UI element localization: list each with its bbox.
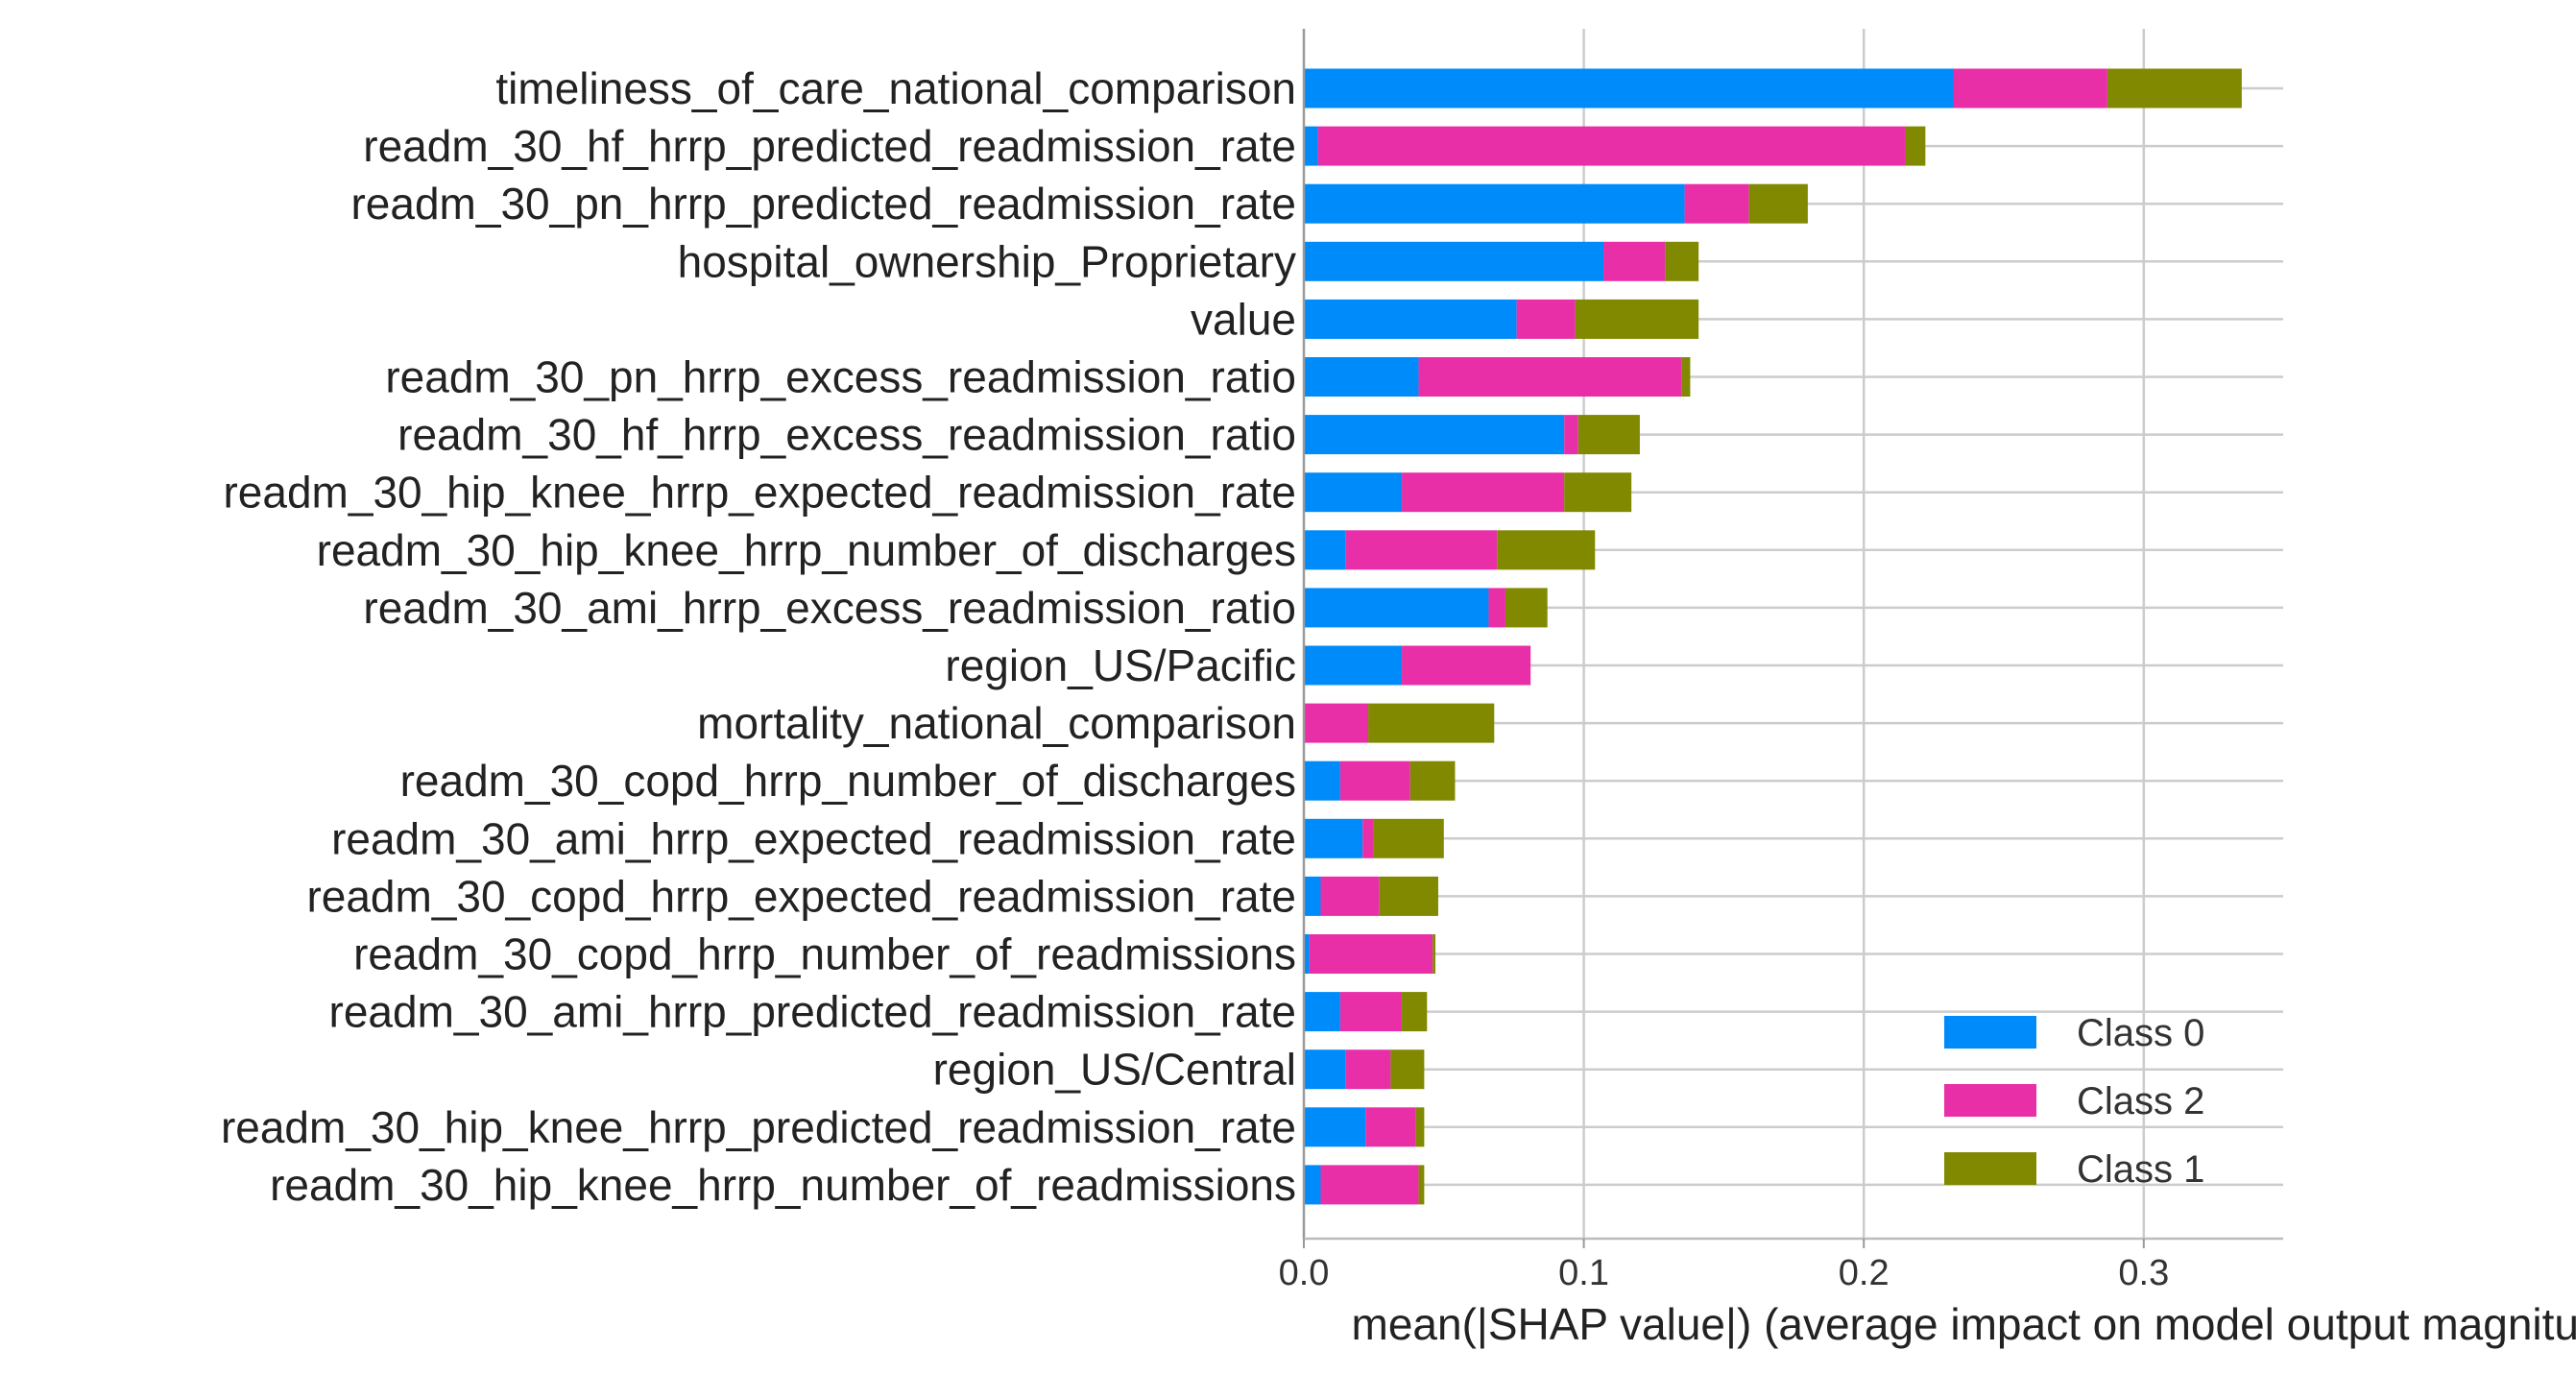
feature-label-readm-30-pn-hrrp-predicted-readmission-rate: readm_30_pn_hrrp_predicted_readmission_r… <box>350 179 1296 229</box>
feature-label-readm-30-ami-hrrp-predicted-readmission-rate: readm_30_ami_hrrp_predicted_readmission_… <box>329 987 1296 1037</box>
bar-class-2-readm-30-hip-knee-hrrp-predicted-readmission-rate <box>1365 1107 1416 1147</box>
x-axis-title: mean(|SHAP value|) (average impact on mo… <box>1352 1299 2576 1349</box>
bar-class-2-readm-30-ami-hrrp-predicted-readmission-rate <box>1339 992 1403 1032</box>
bar-class-0-readm-30-hf-hrrp-excess-readmission-ratio <box>1304 415 1565 455</box>
legend-swatch-class-2 <box>1944 1084 2036 1117</box>
x-tick-label-0: 0.0 <box>1279 1253 1330 1293</box>
feature-label-region-us-pacific: region_US/Pacific <box>945 640 1296 690</box>
bar-class-2-readm-30-pn-hrrp-predicted-readmission-rate <box>1684 183 1749 224</box>
bar-class-2-readm-30-ami-hrrp-expected-readmission-rate <box>1362 818 1374 858</box>
bar-class-0-readm-30-hip-knee-hrrp-number-of-readmissions <box>1304 1165 1321 1205</box>
feature-label-readm-30-copd-hrrp-expected-readmission-rate: readm_30_copd_hrrp_expected_readmission_… <box>306 871 1296 921</box>
bar-class-0-readm-30-ami-hrrp-predicted-readmission-rate <box>1304 992 1340 1032</box>
bar-class-2-value <box>1516 299 1576 339</box>
bar-class-1-readm-30-hip-knee-hrrp-number-of-discharges <box>1497 530 1596 570</box>
bar-class-1-readm-30-pn-hrrp-predicted-readmission-rate <box>1748 183 1808 224</box>
bar-class-0-readm-30-copd-hrrp-number-of-readmissions <box>1304 934 1310 974</box>
bar-class-1-readm-30-copd-hrrp-expected-readmission-rate <box>1379 876 1438 916</box>
feature-label-readm-30-ami-hrrp-excess-readmission-ratio: readm_30_ami_hrrp_excess_readmission_rat… <box>363 583 1296 633</box>
bar-class-2-region-us-central <box>1345 1049 1391 1090</box>
feature-label-timeliness-of-care-national-comparison: timeliness_of_care_national_comparison <box>495 63 1296 113</box>
bar-class-0-readm-30-ami-hrrp-excess-readmission-ratio <box>1304 588 1489 628</box>
feature-label-readm-30-hip-knee-hrrp-number-of-discharges: readm_30_hip_knee_hrrp_number_of_dischar… <box>317 525 1296 575</box>
bar-class-2-readm-30-hip-knee-hrrp-number-of-readmissions <box>1320 1165 1419 1205</box>
legend-label-class-1: Class 1 <box>2077 1148 2204 1191</box>
feature-label-readm-30-hip-knee-hrrp-number-of-readmissions: readm_30_hip_knee_hrrp_number_of_readmis… <box>270 1160 1296 1210</box>
feature-label-readm-30-hip-knee-hrrp-predicted-readmission-rate: readm_30_hip_knee_hrrp_predicted_readmis… <box>221 1102 1296 1152</box>
bar-class-0-region-us-central <box>1304 1049 1346 1090</box>
feature-label-readm-30-copd-hrrp-number-of-readmissions: readm_30_copd_hrrp_number_of_readmission… <box>353 929 1296 979</box>
bar-class-1-value <box>1575 299 1699 339</box>
bar-class-2-mortality-national-comparison <box>1304 703 1369 743</box>
bar-class-1-timeliness-of-care-national-comparison <box>2107 68 2242 109</box>
feature-labels-layer: timeliness_of_care_national_comparisonre… <box>221 63 1296 1210</box>
bar-class-0-readm-30-pn-hrrp-predicted-readmission-rate <box>1304 183 1685 224</box>
bar-class-1-readm-30-ami-hrrp-excess-readmission-ratio <box>1505 588 1548 628</box>
legend: Class 0 Class 2 Class 1 <box>1944 1012 2204 1191</box>
bar-class-0-readm-30-hf-hrrp-predicted-readmission-rate <box>1304 126 1318 166</box>
bar-class-2-readm-30-copd-hrrp-number-of-discharges <box>1339 760 1410 801</box>
bar-class-2-readm-30-hip-knee-hrrp-number-of-discharges <box>1345 530 1498 570</box>
bar-class-2-readm-30-hf-hrrp-predicted-readmission-rate <box>1317 126 1906 166</box>
bar-class-1-readm-30-hf-hrrp-excess-readmission-ratio <box>1577 415 1640 455</box>
bar-class-2-readm-30-hip-knee-hrrp-expected-readmission-rate <box>1402 472 1565 513</box>
bar-class-1-readm-30-copd-hrrp-number-of-discharges <box>1409 760 1456 801</box>
feature-label-mortality-national-comparison: mortality_national_comparison <box>697 698 1296 748</box>
x-tick-label-3: 0.3 <box>2118 1253 2169 1293</box>
bar-class-0-readm-30-pn-hrrp-excess-readmission-ratio <box>1304 357 1419 397</box>
bar-class-1-region-us-central <box>1390 1049 1425 1090</box>
feature-label-readm-30-ami-hrrp-expected-readmission-rate: readm_30_ami_hrrp_expected_readmission_r… <box>331 813 1296 863</box>
bar-class-0-value <box>1304 299 1517 339</box>
bar-class-2-readm-30-copd-hrrp-expected-readmission-rate <box>1320 876 1380 916</box>
bar-class-1-readm-30-hip-knee-hrrp-number-of-readmissions <box>1418 1165 1425 1205</box>
feature-label-value: value <box>1191 294 1296 344</box>
bar-class-2-timeliness-of-care-national-comparison <box>1953 68 2107 109</box>
bars-layer <box>1304 68 2242 1205</box>
bar-class-0-readm-30-hip-knee-hrrp-expected-readmission-rate <box>1304 472 1403 513</box>
bar-class-0-hospital-ownership-proprietary <box>1304 241 1604 281</box>
x-axis: 0.0 0.1 0.2 0.3 <box>1279 29 2283 1293</box>
bar-class-0-readm-30-hip-knee-hrrp-predicted-readmission-rate <box>1304 1107 1366 1147</box>
x-tick-label-1: 0.1 <box>1558 1253 1609 1293</box>
bar-class-1-readm-30-hip-knee-hrrp-predicted-readmission-rate <box>1415 1107 1425 1147</box>
feature-label-hospital-ownership-proprietary: hospital_ownership_Proprietary <box>678 236 1296 286</box>
bar-class-1-hospital-ownership-proprietary <box>1665 241 1699 281</box>
bar-class-0-region-us-pacific <box>1304 645 1403 686</box>
feature-label-readm-30-pn-hrrp-excess-readmission-ratio: readm_30_pn_hrrp_excess_readmission_rati… <box>385 352 1296 402</box>
bar-class-2-region-us-pacific <box>1402 645 1531 686</box>
legend-swatch-class-1 <box>1944 1152 2036 1185</box>
bar-class-2-readm-30-copd-hrrp-number-of-readmissions <box>1309 934 1433 974</box>
bar-class-1-mortality-national-comparison <box>1368 703 1495 743</box>
bar-class-1-readm-30-hf-hrrp-predicted-readmission-rate <box>1905 126 1926 166</box>
legend-label-class-2: Class 2 <box>2077 1080 2204 1122</box>
bar-class-1-readm-30-ami-hrrp-expected-readmission-rate <box>1373 818 1444 858</box>
legend-label-class-0: Class 0 <box>2077 1012 2204 1054</box>
bar-class-0-readm-30-hip-knee-hrrp-number-of-discharges <box>1304 530 1346 570</box>
bar-class-0-readm-30-copd-hrrp-expected-readmission-rate <box>1304 876 1321 916</box>
bar-class-1-readm-30-copd-hrrp-number-of-readmissions <box>1432 934 1436 974</box>
bar-class-2-hospital-ownership-proprietary <box>1603 241 1666 281</box>
bar-class-1-readm-30-ami-hrrp-predicted-readmission-rate <box>1402 992 1428 1032</box>
bar-class-2-readm-30-ami-hrrp-excess-readmission-ratio <box>1488 588 1505 628</box>
bar-class-1-readm-30-pn-hrrp-excess-readmission-ratio <box>1681 357 1691 397</box>
legend-swatch-class-0 <box>1944 1016 2036 1049</box>
bar-class-0-timeliness-of-care-national-comparison <box>1304 68 1954 109</box>
bar-class-1-readm-30-hip-knee-hrrp-expected-readmission-rate <box>1564 472 1632 513</box>
bar-class-2-readm-30-hf-hrrp-excess-readmission-ratio <box>1564 415 1578 455</box>
bar-class-0-readm-30-ami-hrrp-expected-readmission-rate <box>1304 818 1363 858</box>
x-tick-label-2: 0.2 <box>1839 1253 1890 1293</box>
feature-label-readm-30-hip-knee-hrrp-expected-readmission-rate: readm_30_hip_knee_hrrp_expected_readmiss… <box>223 468 1296 518</box>
feature-label-readm-30-hf-hrrp-excess-readmission-ratio: readm_30_hf_hrrp_excess_readmission_rati… <box>397 410 1296 460</box>
feature-label-readm-30-hf-hrrp-predicted-readmission-rate: readm_30_hf_hrrp_predicted_readmission_r… <box>363 121 1296 171</box>
bar-class-0-readm-30-copd-hrrp-number-of-discharges <box>1304 760 1340 801</box>
bar-class-2-readm-30-pn-hrrp-excess-readmission-ratio <box>1418 357 1682 397</box>
feature-label-readm-30-copd-hrrp-number-of-discharges: readm_30_copd_hrrp_number_of_discharges <box>400 756 1296 806</box>
feature-label-region-us-central: region_US/Central <box>933 1045 1296 1095</box>
